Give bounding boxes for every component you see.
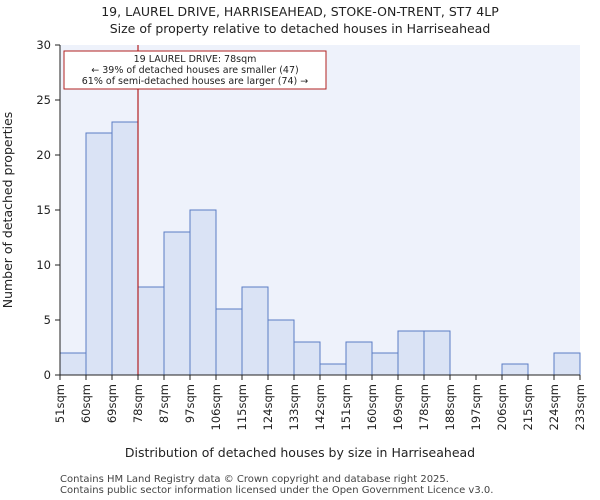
bar-206sqm [501, 363, 529, 376]
y-tick-label: 5 [44, 313, 51, 327]
bar-224sqm [553, 352, 581, 376]
x-tick-label-169sqm: 169sqm [391, 384, 405, 430]
chart-title-line2: Size of property relative to detached ho… [110, 21, 491, 36]
y-tick-label: 20 [36, 148, 51, 162]
y-tick-label: 10 [36, 258, 51, 272]
x-tick-label-197sqm: 197sqm [469, 384, 483, 430]
y-axis-label: Number of detached properties [0, 112, 15, 309]
x-tick-label-51sqm: 51sqm [53, 384, 67, 423]
y-tick-label: 30 [36, 38, 51, 52]
x-tick-label-206sqm: 206sqm [495, 384, 509, 430]
annotation-box [63, 50, 327, 90]
annotation-line-3: 61% of semi-detached houses are larger (… [82, 76, 309, 87]
x-axis-label: Distribution of detached houses by size … [125, 445, 475, 460]
x-tick-label-178sqm: 178sqm [417, 384, 431, 430]
annotation-line-2: ← 39% of detached houses are smaller (47… [91, 65, 298, 76]
bar-78sqm [137, 286, 165, 376]
x-tick-label-133sqm: 133sqm [287, 384, 301, 430]
bar-133sqm [293, 341, 321, 376]
x-tick-label-160sqm: 160sqm [365, 384, 379, 430]
annotation-line-1: 19 LAUREL DRIVE: 78sqm [134, 54, 257, 65]
bar-178sqm [423, 330, 451, 376]
x-tick-label-115sqm: 115sqm [235, 384, 249, 430]
x-tick-label-78sqm: 78sqm [131, 384, 145, 423]
x-tick-label-151sqm: 151sqm [339, 384, 353, 430]
y-tick-label: 25 [36, 93, 51, 107]
bar-106sqm [215, 308, 243, 376]
x-tick-label-69sqm: 69sqm [105, 384, 119, 423]
x-tick-label-106sqm: 106sqm [209, 384, 223, 430]
bar-151sqm [345, 341, 373, 376]
footer-licence: Contains public sector information licen… [60, 485, 494, 496]
x-tick-label-60sqm: 60sqm [79, 384, 93, 423]
y-tick-label: 0 [44, 368, 51, 382]
x-tick-label-215sqm: 215sqm [521, 384, 535, 430]
footer-copyright: Contains HM Land Registry data © Crown c… [60, 474, 449, 485]
bar-60sqm [85, 132, 113, 376]
x-tick-label-87sqm: 87sqm [157, 384, 171, 423]
bar-97sqm [189, 209, 217, 376]
bar-51sqm [59, 352, 87, 376]
x-tick-label-142sqm: 142sqm [313, 384, 327, 430]
x-tick-label-233sqm: 233sqm [573, 384, 587, 430]
bar-142sqm [319, 363, 347, 376]
bar-169sqm [397, 330, 425, 376]
bar-69sqm [111, 121, 139, 376]
bar-115sqm [241, 286, 269, 376]
x-tick-label-224sqm: 224sqm [547, 384, 561, 430]
bar-124sqm [267, 319, 295, 376]
bar-87sqm [163, 231, 191, 376]
bar-160sqm [371, 352, 399, 376]
x-tick-label-97sqm: 97sqm [183, 384, 197, 423]
chart-title-line1: 19, LAUREL DRIVE, HARRISEAHEAD, STOKE-ON… [101, 4, 499, 19]
y-tick-label: 15 [36, 203, 51, 217]
x-tick-label-124sqm: 124sqm [261, 384, 275, 430]
x-tick-label-188sqm: 188sqm [443, 384, 457, 430]
